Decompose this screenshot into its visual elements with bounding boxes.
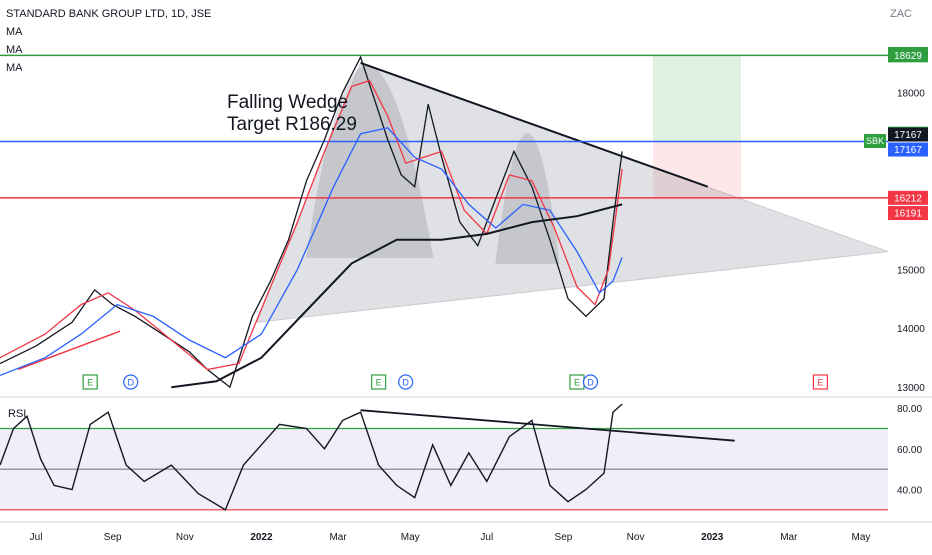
trend-line (360, 62, 709, 188)
symbol-title: STANDARD BANK GROUP LTD, 1D, JSE (6, 8, 212, 20)
indicator-ma-1[interactable]: MA (6, 26, 23, 38)
price-badge-4 (888, 142, 928, 157)
event-marker-5 (582, 374, 599, 390)
price-tick-5: 18000 (897, 88, 925, 99)
ticker-badge: SBK (864, 134, 886, 148)
price-tick-0: 13000 (897, 383, 925, 394)
x-tick-10: Mar (780, 532, 798, 543)
x-tick-6: Jul (480, 532, 493, 543)
event-marker-2 (371, 374, 387, 390)
price-badge-label-5: 16212 (894, 193, 922, 204)
x-tick-3: 2022 (250, 532, 273, 543)
x-tick-7: Sep (555, 532, 573, 543)
price-badge-label-6: 16191 (894, 209, 922, 220)
x-tick-2: Nov (176, 532, 194, 543)
series-line-3 (171, 203, 623, 389)
indicator-ma-3[interactable]: MA (6, 62, 23, 74)
price-badge-5 (888, 190, 928, 205)
price-tick-2: 15000 (897, 265, 925, 276)
event-marker-1 (123, 374, 139, 390)
x-tick-1: Sep (104, 532, 122, 543)
x-tick-5: May (401, 532, 420, 543)
event-label-1: D (127, 378, 134, 388)
price-badge-1 (888, 48, 928, 63)
indicator-ma-2[interactable]: MA (6, 44, 23, 56)
x-tick-9: 2023 (701, 532, 724, 543)
series-line-2 (0, 127, 623, 377)
stop-zone (653, 141, 741, 198)
event-label-6: E (817, 378, 823, 388)
pattern-annotation: Falling Wedge Target R186.29 (227, 92, 357, 136)
event-label-0: E (87, 378, 93, 388)
series-line-0 (0, 55, 623, 389)
event-label-3: D (402, 378, 409, 388)
price-badge-label-3: 17167 (894, 130, 922, 141)
annotation-line-2: Target R186.29 (227, 114, 357, 135)
target-zone (653, 55, 741, 142)
price-badge-6 (888, 206, 928, 221)
rsi-tick-2: 80.00 (897, 404, 922, 415)
price-tick-1: 14000 (897, 324, 925, 335)
x-tick-4: Mar (329, 532, 347, 543)
annotation-line-1: Falling Wedge (227, 92, 349, 113)
price-badge-3 (888, 127, 928, 142)
price-badge-label-4: 17167 (894, 145, 922, 156)
rsi-trend-line (360, 409, 735, 442)
event-marker-0 (82, 374, 98, 390)
currency-label: ZAC (890, 8, 912, 20)
rsi-label[interactable]: RSI (8, 408, 27, 420)
event-label-2: E (376, 378, 382, 388)
x-tick-11: May (852, 532, 871, 543)
x-tick-8: Nov (627, 532, 645, 543)
rsi-line (0, 403, 623, 511)
event-label-5: D (587, 378, 594, 388)
event-marker-3 (398, 374, 414, 390)
event-label-4: E (574, 378, 580, 388)
price-badge-label-1: 18629 (894, 51, 922, 62)
rsi-tick-1: 60.00 (897, 445, 922, 456)
event-marker-6 (812, 374, 828, 390)
x-tick-0: Jul (30, 532, 43, 543)
rsi-tick-0: 40.00 (897, 486, 922, 497)
red-trend-line (17, 330, 121, 371)
